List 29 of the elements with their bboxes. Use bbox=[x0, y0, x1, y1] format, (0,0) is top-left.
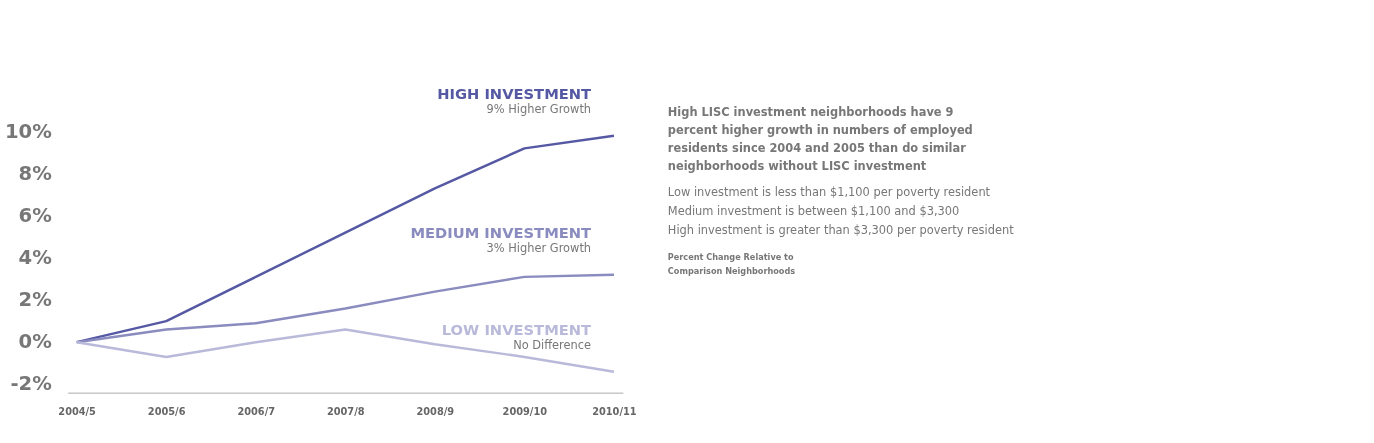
x-tick-label: 2005/6 bbox=[147, 406, 186, 418]
text: High LISC investment neighborhoods have 9 bbox=[667, 104, 954, 119]
y-tick-label: 4% bbox=[18, 246, 52, 270]
y-tick-label: 6% bbox=[18, 203, 52, 227]
text: Comparison Neighborhoods bbox=[667, 265, 796, 276]
series-label: LOW INVESTMENT bbox=[441, 320, 592, 338]
annotation: 3% Higher Growth bbox=[486, 240, 592, 255]
text: HIGH INVESTMENT bbox=[437, 84, 592, 102]
y-tick-label: -2% bbox=[10, 372, 52, 396]
y-tick-label: 10% bbox=[4, 119, 52, 143]
annotation: 9% Higher Growth bbox=[486, 101, 592, 116]
text: percent higher growth in numbers of employed bbox=[667, 122, 973, 137]
y-tick-label: 2% bbox=[18, 288, 52, 312]
y-tick-label: 8% bbox=[18, 161, 52, 185]
x-tick-label: 2007/8 bbox=[326, 406, 365, 418]
x-tick-label: 2008/9 bbox=[416, 406, 455, 418]
x-tick-label: 2006/7 bbox=[237, 406, 276, 418]
text: neighborhoods without LISC investment bbox=[667, 158, 927, 173]
text: Low investment is less than $1,100 per poverty resident bbox=[667, 184, 991, 199]
annotation: No Difference bbox=[513, 337, 592, 352]
text: High investment is greater than $3,300 per poverty resident bbox=[667, 222, 1015, 237]
x-tick-label: 2010/11 bbox=[592, 406, 637, 418]
y-tick-label: 0% bbox=[18, 330, 52, 354]
x-tick-label: 2009/10 bbox=[502, 406, 548, 418]
text: Medium investment is between $1,100 and $3,300 bbox=[667, 203, 960, 218]
text: residents since 2004 and 2005 than do similar bbox=[667, 140, 967, 155]
text: Percent Change Relative to bbox=[667, 252, 794, 263]
text: MEDIUM INVESTMENT bbox=[410, 224, 592, 242]
x-tick-label: 2004/5 bbox=[58, 406, 97, 418]
